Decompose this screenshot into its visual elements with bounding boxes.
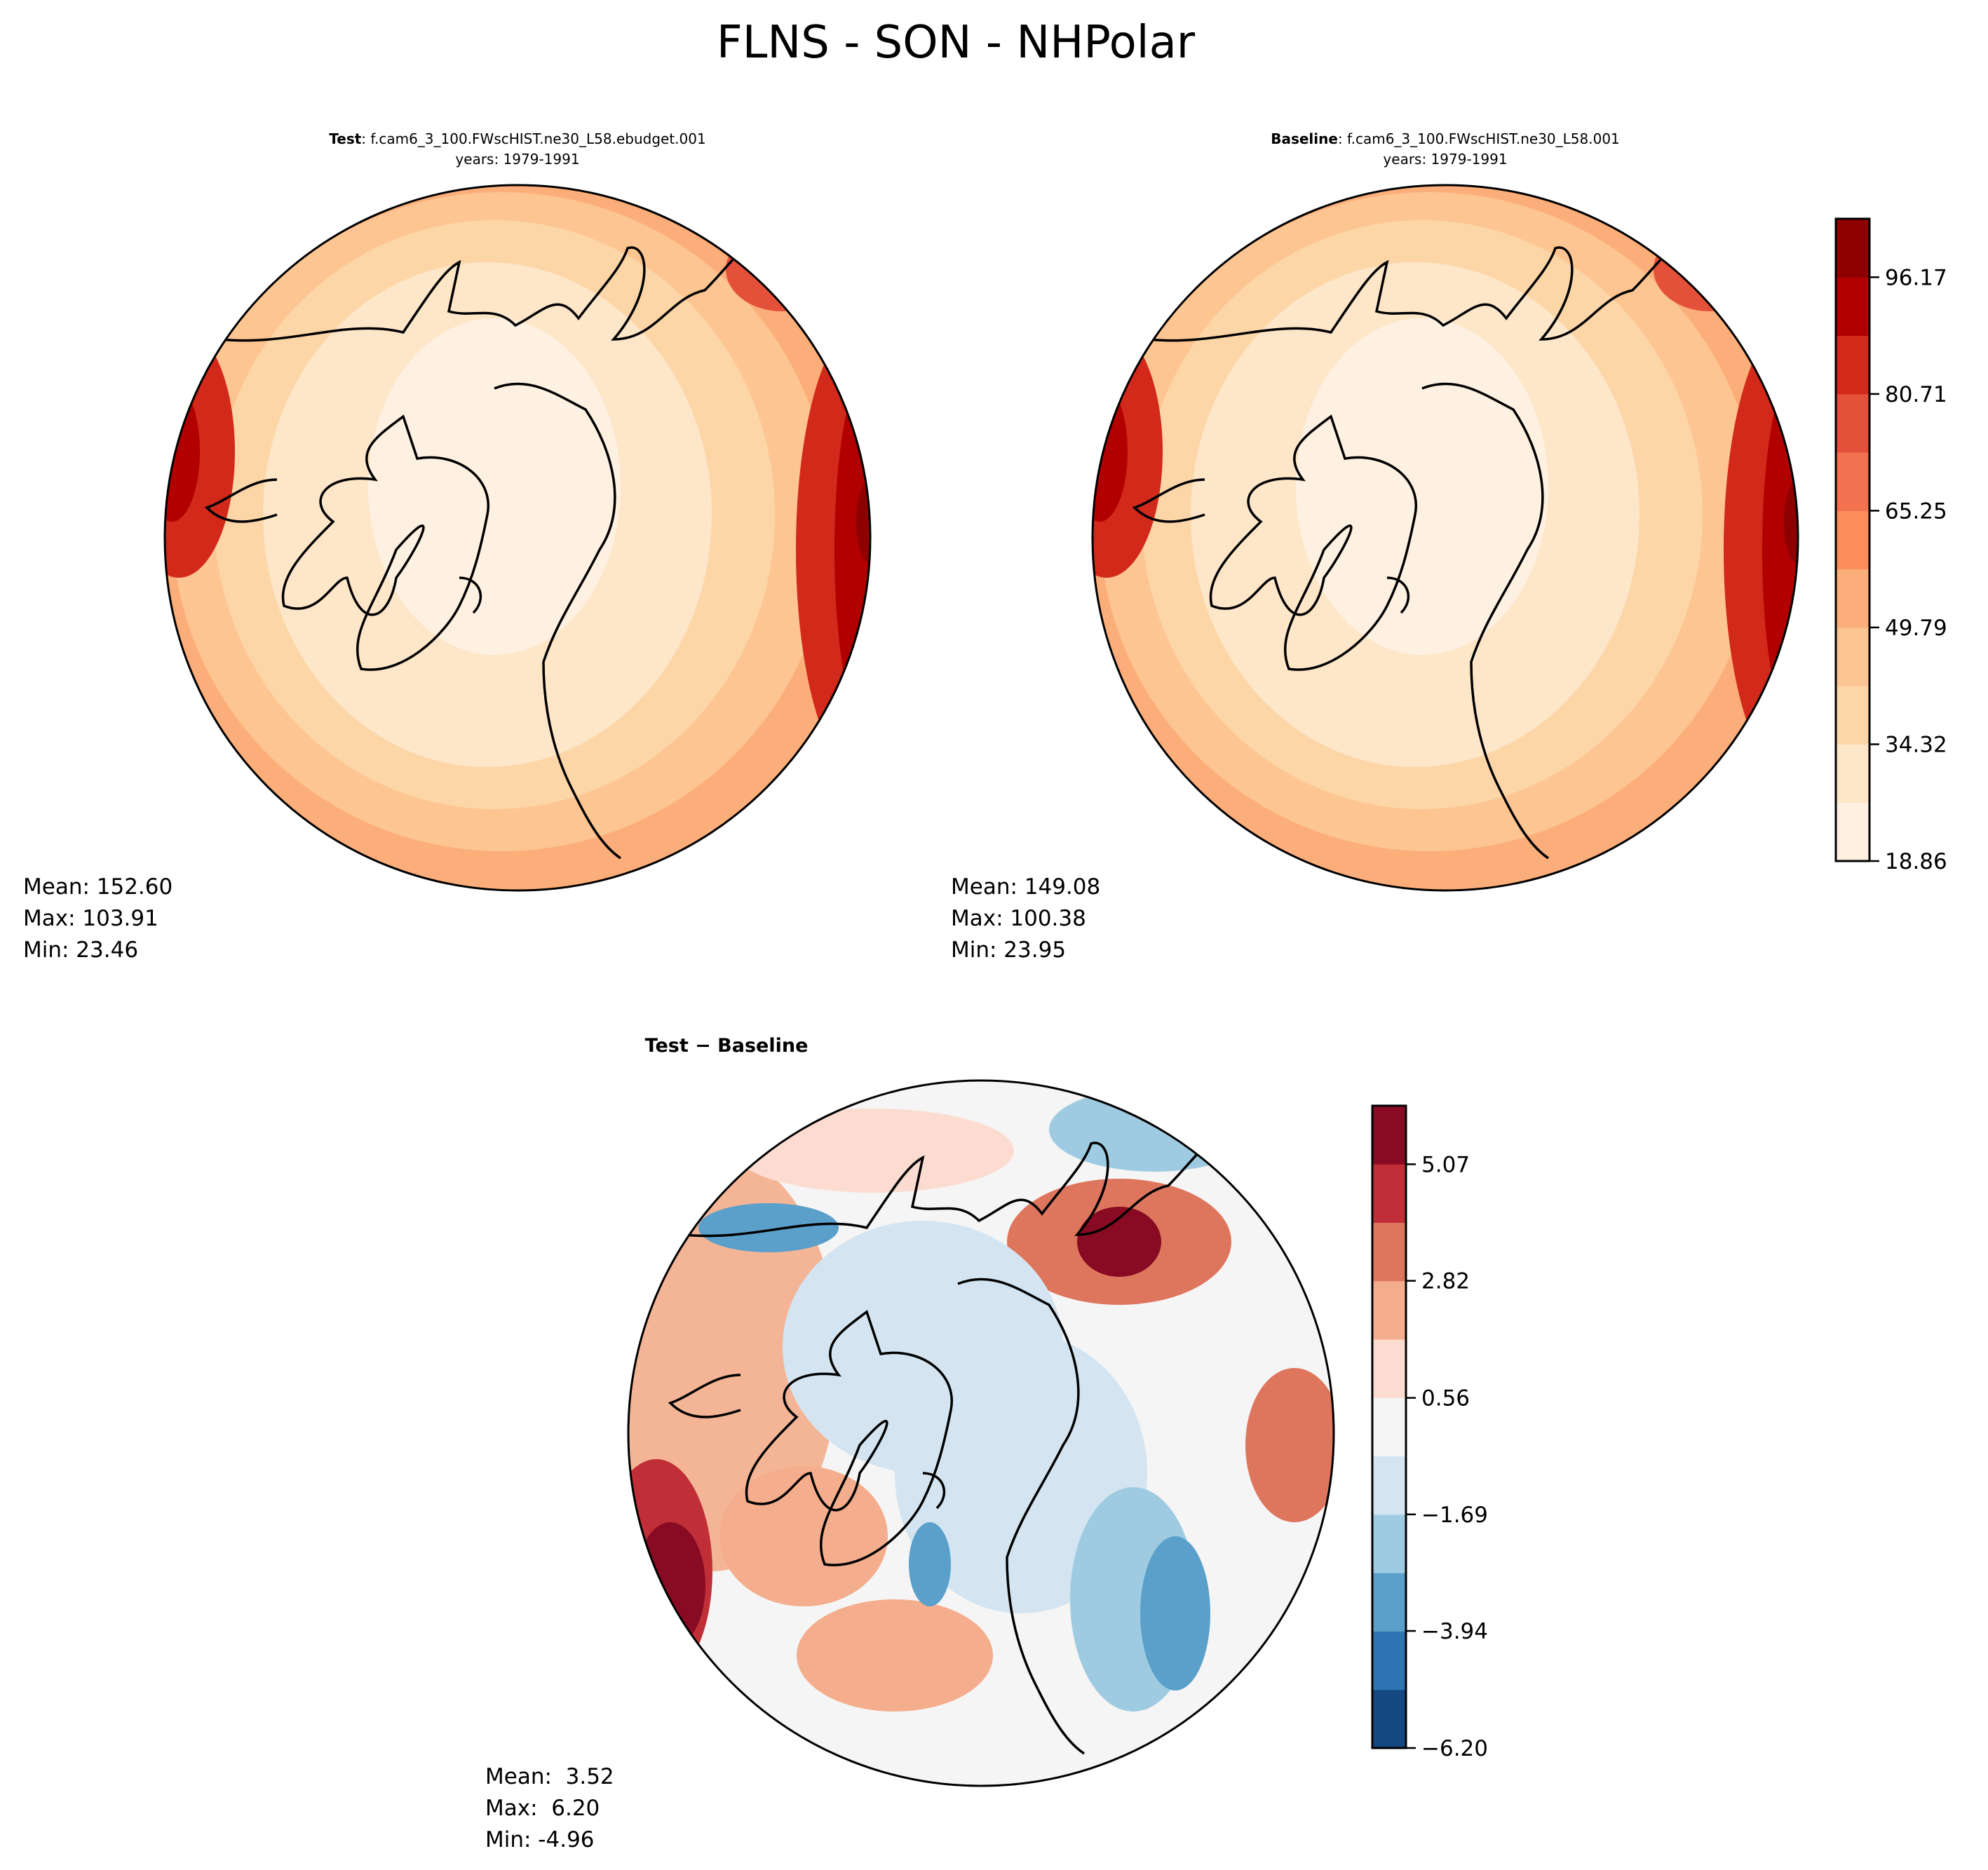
colorbar-band — [1836, 219, 1869, 278]
contour-region — [856, 480, 870, 564]
colorbar-band — [1372, 1339, 1406, 1398]
test-map — [163, 184, 872, 892]
test-years: years: 1979-1991 — [455, 151, 580, 168]
test-mean: Mean: 152.60 — [23, 874, 173, 900]
colorbar-tick-label: 18.86 — [1885, 849, 1947, 874]
contour-region — [1140, 1536, 1210, 1691]
baseline-years: years: 1979-1991 — [1383, 151, 1508, 168]
coastline — [668, 1121, 1233, 1755]
colorbar-band — [1836, 510, 1869, 570]
colorbar-band — [1836, 744, 1869, 804]
colorbar-band — [1372, 1106, 1406, 1165]
contour-region — [698, 1203, 839, 1252]
colorbar-tick-label: 34.32 — [1885, 732, 1947, 757]
map-field — [165, 185, 870, 890]
test-min: Min: 23.46 — [23, 937, 139, 963]
difference-colorbar: −6.20 −3.94 −1.69 0.56 2.82 5.07 — [1371, 1104, 1488, 1761]
baseline-title-bold: Baseline — [1271, 130, 1338, 147]
colorbar-band — [1836, 335, 1869, 395]
colorbar-tick-label: 65.25 — [1885, 499, 1947, 524]
map-boundary — [627, 1079, 1335, 1787]
colorbar-tick-label: −3.94 — [1421, 1619, 1488, 1644]
contour-region — [909, 1522, 951, 1606]
colorbar-band — [1372, 1222, 1406, 1282]
baseline-mean: Mean: 149.08 — [951, 874, 1101, 900]
test-stats: Mean: 152.60 Max: 103.91 Min: 23.46 — [23, 872, 173, 966]
contour-region — [726, 227, 838, 311]
baseline-colorbar: 18.86 34.32 49.79 65.25 80.71 96.17 — [1834, 217, 1947, 874]
colorbar-tick-label: 5.07 — [1421, 1152, 1470, 1177]
colorbar-band — [1836, 627, 1869, 686]
colorbar-tick-label: −6.20 — [1421, 1736, 1488, 1761]
baseline-title-case: : f.cam6_3_100.FWscHIST.ne30_L58.001 — [1337, 130, 1620, 147]
colorbar-band — [1836, 393, 1869, 453]
colorbar-tick-label: 0.56 — [1421, 1386, 1470, 1411]
diff-max: Max: 6.20 — [485, 1796, 600, 1821]
difference-map — [627, 1079, 1335, 1787]
baseline-max: Max: 100.38 — [951, 906, 1086, 931]
colorbar-outline — [1371, 1104, 1407, 1749]
colorbar-band — [1372, 1280, 1406, 1340]
colorbar-tick-label: 96.17 — [1885, 265, 1947, 290]
map-field — [628, 1080, 1334, 1786]
contour-region — [1049, 1088, 1259, 1172]
test-title-case: : f.cam6_3_100.FWscHIST.ne30_L58.ebudget… — [361, 130, 706, 147]
colorbar-band — [1372, 1397, 1406, 1457]
colorbar-outline — [1834, 217, 1871, 862]
colorbar-tick-label: 2.82 — [1421, 1269, 1470, 1294]
contour-region — [368, 318, 621, 655]
colorbar-band — [1836, 569, 1869, 628]
test-panel-title: Test: f.cam6_3_100.FWscHIST.ne30_L58.ebu… — [167, 129, 868, 170]
contour-region — [1654, 227, 1766, 311]
colorbar-band — [1372, 1514, 1406, 1573]
diff-mean: Mean: 3.52 — [485, 1764, 614, 1789]
baseline-map — [1091, 184, 1799, 892]
diff-panel-title: Test − Baseline — [644, 1035, 809, 1057]
contour-region — [719, 1466, 888, 1606]
colorbar-band — [1836, 277, 1869, 337]
baseline-panel-title: Baseline: f.cam6_3_100.FWscHIST.ne30_L58… — [1095, 129, 1796, 170]
figure-title: FLNS - SON - NHPolar — [716, 17, 1196, 69]
diff-min: Min: -4.96 — [485, 1827, 595, 1852]
contour-region — [1296, 318, 1548, 655]
colorbar-band — [1372, 1456, 1406, 1515]
contour-region — [1077, 1207, 1161, 1277]
baseline-min: Min: 23.95 — [951, 937, 1067, 963]
map-boundary — [163, 184, 872, 892]
coastline — [204, 226, 769, 860]
test-title-bold: Test — [329, 130, 362, 147]
map-boundary — [1091, 184, 1799, 892]
colorbar-tick-label: −1.69 — [1421, 1503, 1488, 1528]
colorbar-band — [1372, 1573, 1406, 1632]
contour-region — [797, 1599, 993, 1712]
colorbar-band — [1372, 1689, 1406, 1749]
colorbar-band — [1836, 802, 1869, 862]
coastline — [1132, 226, 1697, 860]
colorbar-band — [1836, 452, 1869, 511]
baseline-stats: Mean: 149.08 Max: 100.38 Min: 23.95 — [951, 872, 1100, 966]
contour-region — [1784, 480, 1798, 564]
diff-stats: Mean: 3.52 Max: 6.20 Min: -4.96 — [485, 1761, 614, 1856]
colorbar-band — [1836, 686, 1869, 745]
contour-region — [1245, 1368, 1334, 1522]
colorbar-band — [1372, 1164, 1406, 1224]
colorbar-tick-label: 80.71 — [1885, 382, 1947, 407]
colorbar-tick-label: 49.79 — [1885, 616, 1947, 641]
test-max: Max: 103.91 — [23, 906, 158, 931]
contour-region — [733, 1109, 1014, 1193]
colorbar-band — [1372, 1631, 1406, 1691]
map-field — [1093, 185, 1798, 890]
